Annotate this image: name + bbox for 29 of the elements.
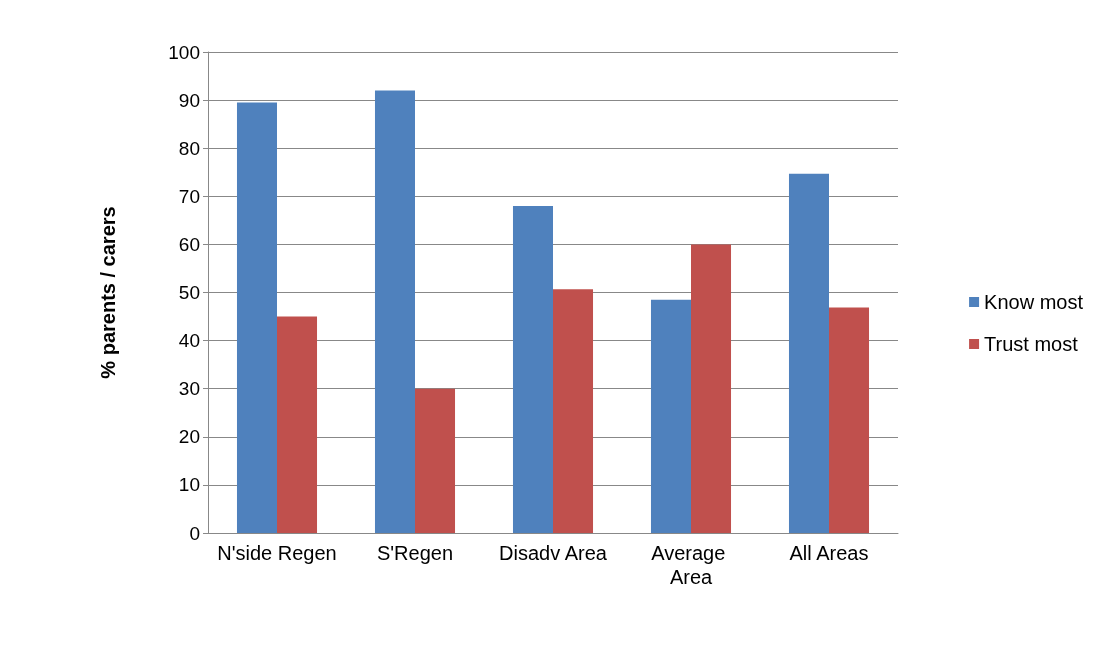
legend-label: Trust most [984,333,1079,355]
y-axis-title: % parents / carers [97,206,119,379]
y-tick-label: 50 [178,282,200,303]
bar [788,173,829,533]
bar [553,289,594,533]
x-tick-label: S'Regen [376,542,454,564]
y-tick-label: 80 [178,137,200,159]
bar [415,388,456,533]
legend-label: Know most [984,291,1084,313]
bar [277,316,318,533]
bar [691,244,732,533]
bar [236,102,277,533]
y-tick-label: 30 [178,378,200,400]
x-tick-label: Average Area [651,542,731,588]
x-tick-label: All Areas [789,542,869,564]
y-tick-label: 0 [189,522,200,544]
y-tick-label: 20 [178,426,200,448]
bar [512,205,553,533]
x-tick-label: N'side Regen [217,542,337,564]
bar [374,90,415,533]
x-tick-label: Disadv Area [499,542,608,564]
y-tick-label: 10 [178,474,200,496]
y-tick-label: 70 [178,185,200,207]
bar [829,307,870,533]
y-tick-label: 100 [168,41,200,63]
y-tick-label: 90 [178,89,200,111]
y-tick-label: 40 [178,330,200,352]
bar [650,299,691,533]
y-tick-label: 60 [178,233,200,255]
